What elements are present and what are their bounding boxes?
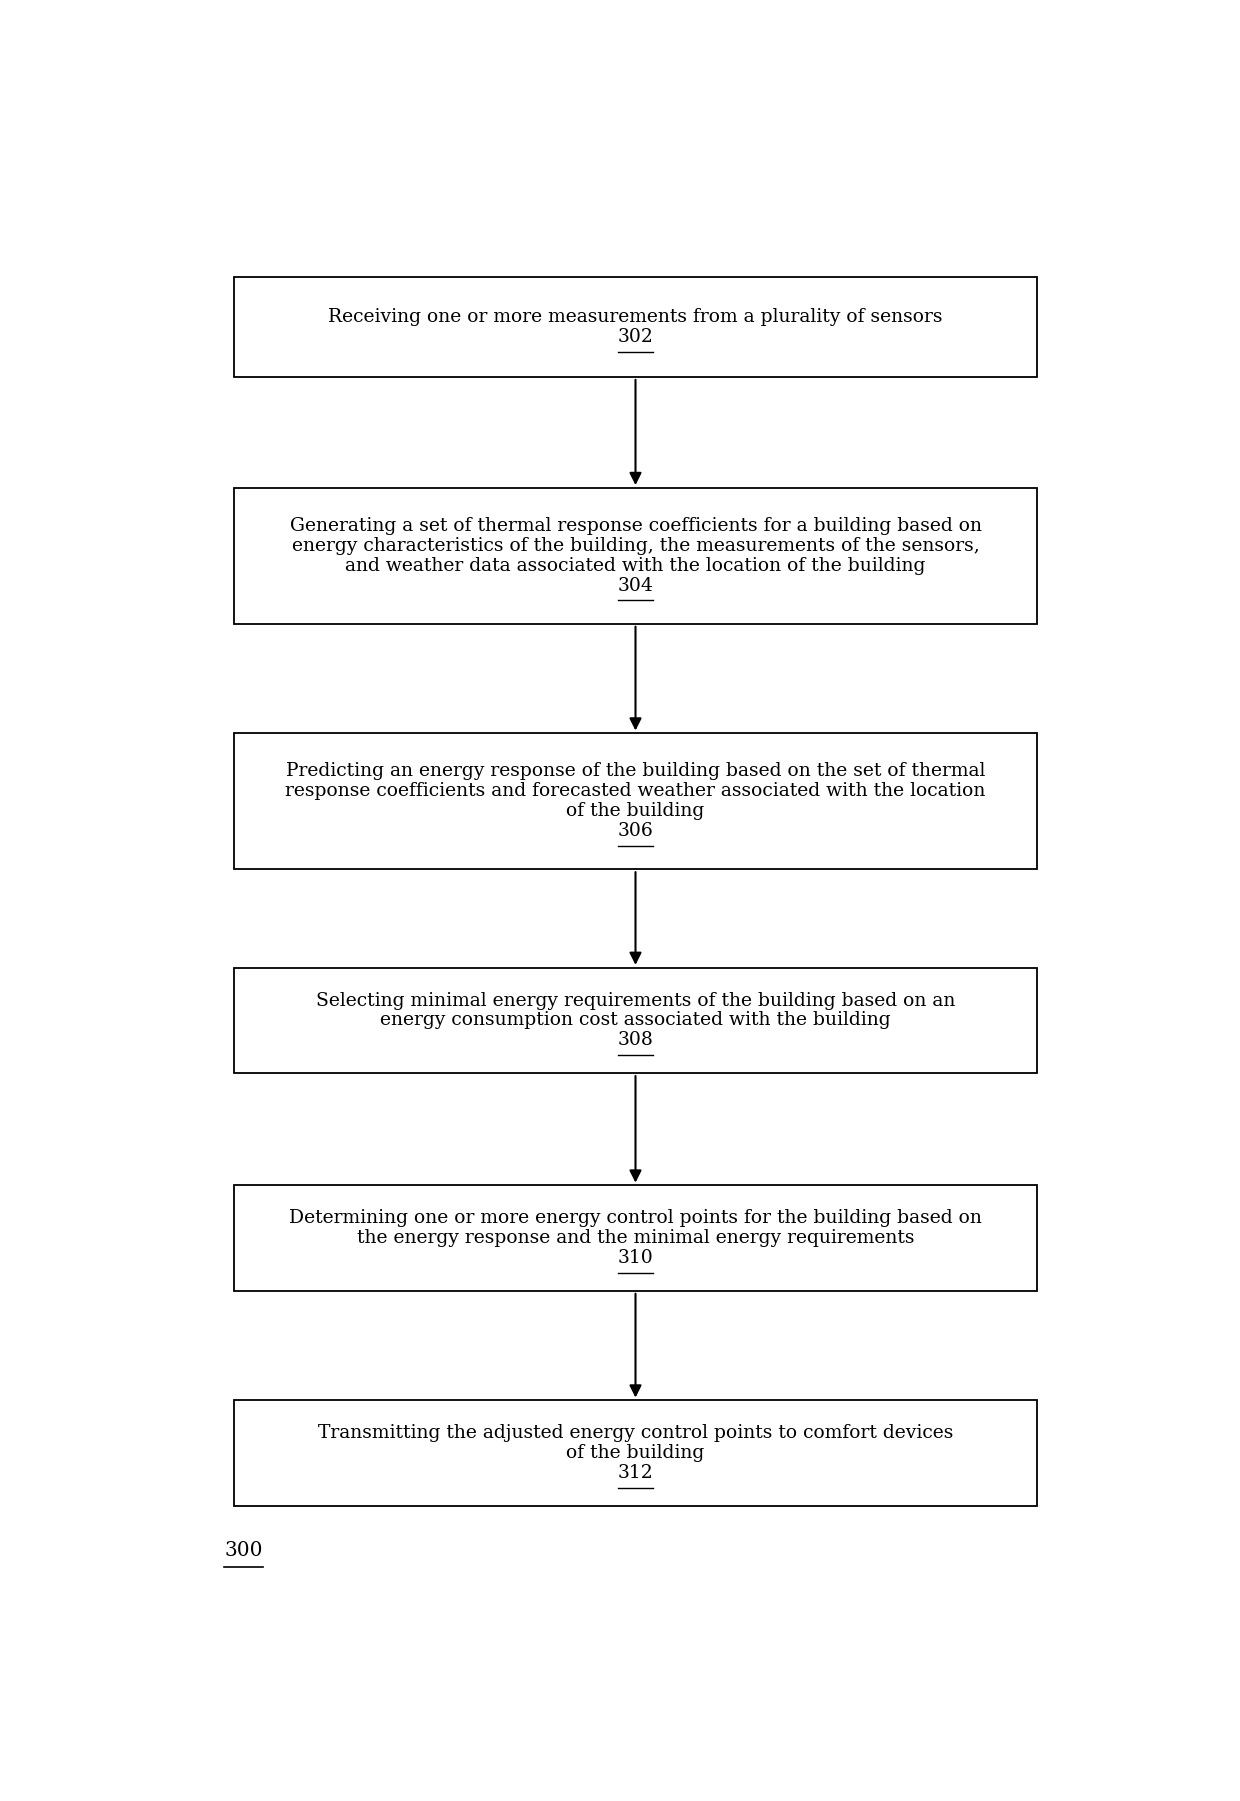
- Text: Selecting minimal energy requirements of the building based on an: Selecting minimal energy requirements of…: [316, 992, 955, 1010]
- Text: and weather data associated with the location of the building: and weather data associated with the loc…: [345, 557, 926, 575]
- Text: Predicting an energy response of the building based on the set of thermal: Predicting an energy response of the bui…: [285, 762, 986, 780]
- Text: 310: 310: [618, 1250, 653, 1268]
- Text: Determining one or more energy control points for the building based on: Determining one or more energy control p…: [289, 1208, 982, 1226]
- Text: of the building: of the building: [567, 1444, 704, 1462]
- Bar: [234, 277, 1037, 376]
- Bar: [234, 967, 1037, 1073]
- Text: 302: 302: [618, 328, 653, 346]
- Text: of the building: of the building: [567, 801, 704, 819]
- Text: the energy response and the minimal energy requirements: the energy response and the minimal ener…: [357, 1228, 914, 1246]
- Bar: [234, 1401, 1037, 1506]
- Bar: [234, 488, 1037, 623]
- Text: 300: 300: [224, 1540, 263, 1560]
- Text: Generating a set of thermal response coefficients for a building based on: Generating a set of thermal response coe…: [289, 517, 982, 535]
- Text: energy consumption cost associated with the building: energy consumption cost associated with …: [381, 1012, 890, 1030]
- Text: 304: 304: [618, 576, 653, 594]
- Text: energy characteristics of the building, the measurements of the sensors,: energy characteristics of the building, …: [291, 537, 980, 555]
- Text: 312: 312: [618, 1464, 653, 1482]
- Text: Transmitting the adjusted energy control points to comfort devices: Transmitting the adjusted energy control…: [317, 1425, 954, 1443]
- Text: response coefficients and forecasted weather associated with the location: response coefficients and forecasted wea…: [285, 782, 986, 800]
- Text: 306: 306: [618, 823, 653, 841]
- Bar: [234, 733, 1037, 870]
- Text: 308: 308: [618, 1032, 653, 1050]
- Text: Receiving one or more measurements from a plurality of sensors: Receiving one or more measurements from …: [329, 308, 942, 326]
- Bar: [234, 1185, 1037, 1291]
